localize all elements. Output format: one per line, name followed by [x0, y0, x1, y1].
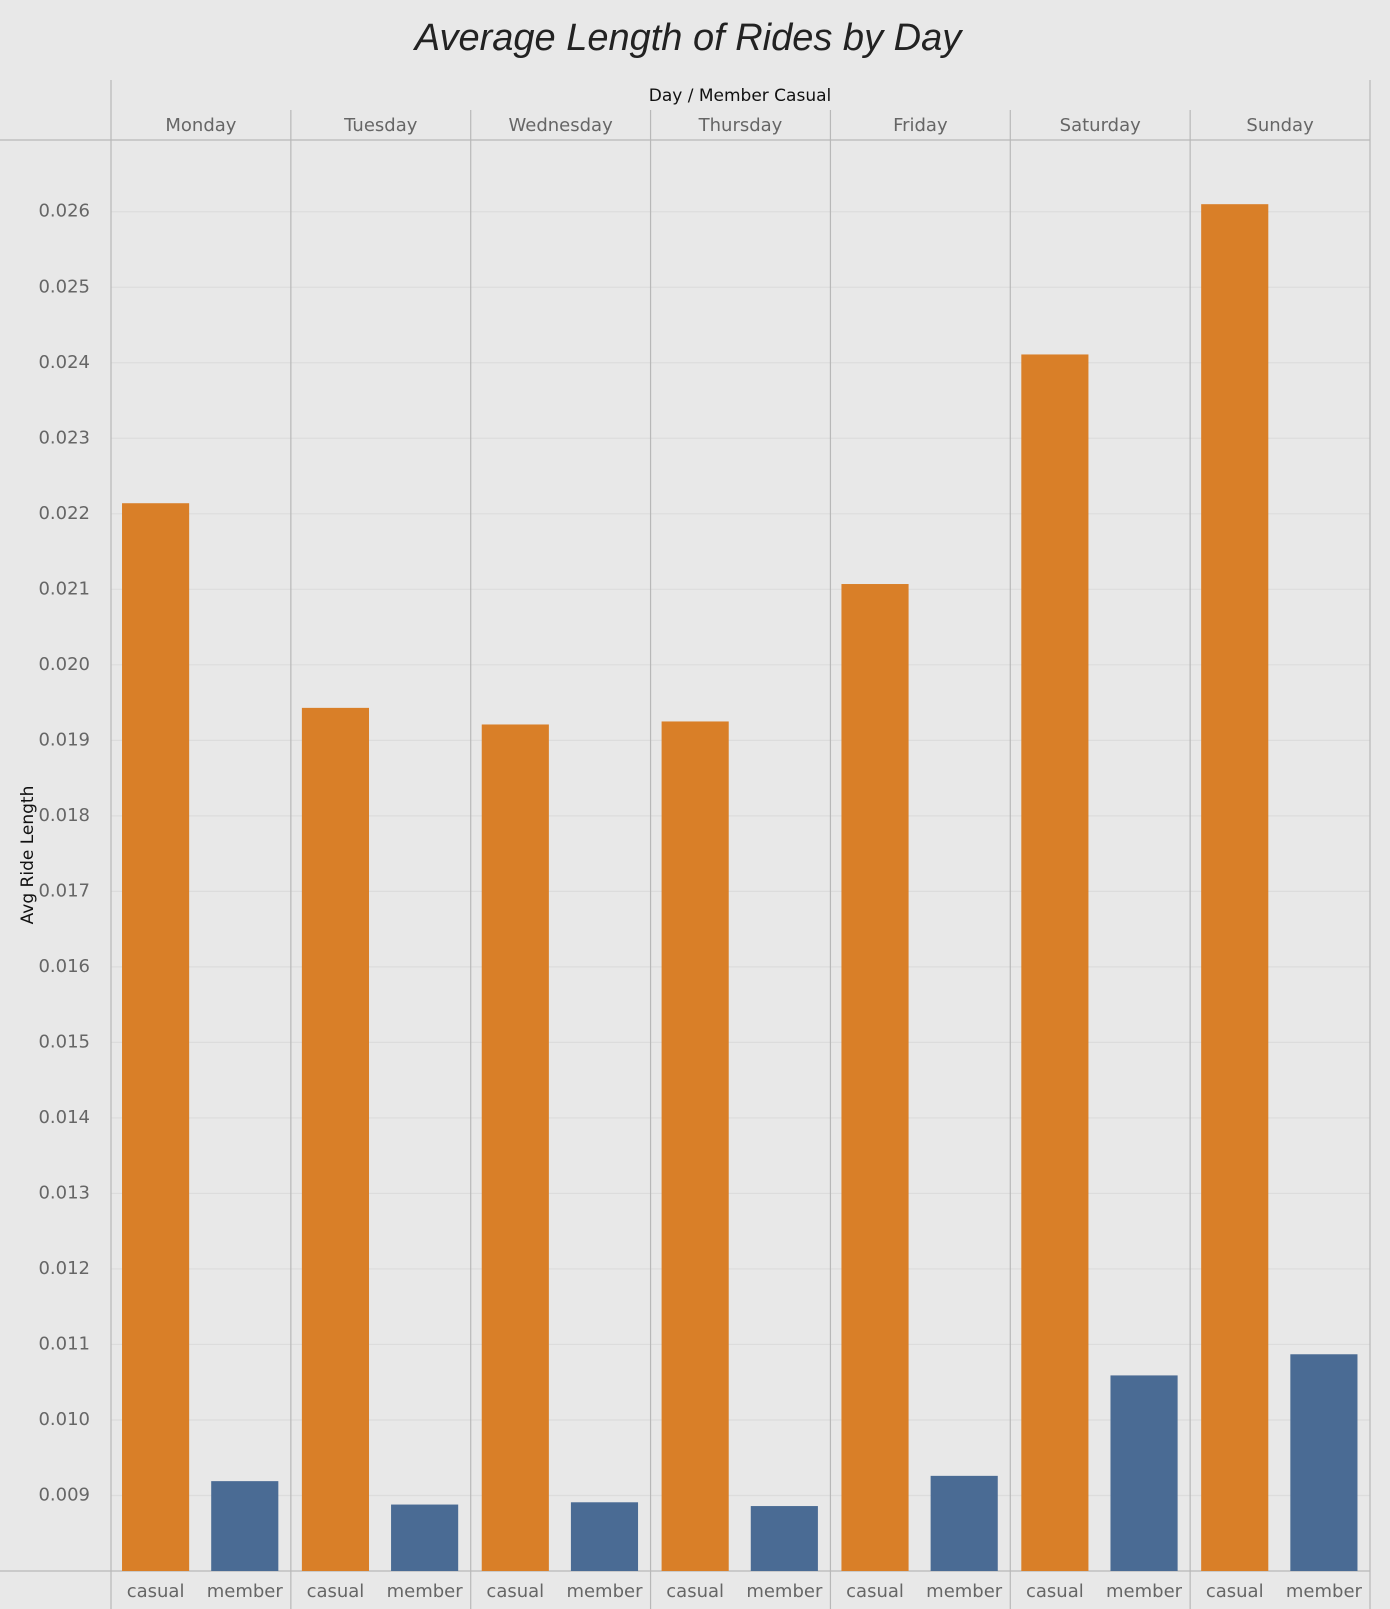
y-tick-label: 0.016	[38, 956, 90, 977]
x-tick-label: casual	[307, 1581, 365, 1602]
x-tick-label: casual	[486, 1581, 544, 1602]
bar	[841, 584, 909, 1571]
y-tick-label: 0.021	[38, 578, 90, 599]
x-tick-label: member	[926, 1581, 1003, 1602]
bar	[211, 1481, 279, 1571]
column-label: Saturday	[1060, 115, 1141, 136]
x-tick-label: member	[1286, 1581, 1363, 1602]
y-tick-label: 0.013	[38, 1182, 90, 1203]
y-tick-label: 0.012	[38, 1258, 90, 1279]
y-tick-label: 0.015	[38, 1031, 90, 1052]
x-tick-label: member	[566, 1581, 643, 1602]
bar	[930, 1475, 998, 1571]
y-tick-label: 0.017	[38, 880, 90, 901]
x-tick-label: casual	[666, 1581, 724, 1602]
y-tick-label: 0.025	[38, 276, 90, 297]
y-axis-label: Avg Ride Length	[18, 786, 38, 925]
column-label: Tuesday	[343, 115, 418, 136]
y-tick-label: 0.019	[38, 729, 90, 750]
column-header: Day / Member Casual	[649, 86, 832, 106]
bar	[661, 721, 729, 1571]
bar	[1290, 1354, 1358, 1571]
column-label: Thursday	[698, 115, 783, 136]
y-tick-label: 0.010	[38, 1409, 90, 1430]
x-tick-label: member	[746, 1581, 823, 1602]
bar	[1021, 354, 1089, 1572]
y-tick-label: 0.026	[38, 201, 90, 222]
x-tick-label: casual	[1206, 1581, 1264, 1602]
bar	[1110, 1375, 1178, 1571]
bar	[750, 1506, 818, 1571]
x-tick-label: member	[387, 1581, 464, 1602]
bar	[391, 1504, 459, 1571]
column-label: Sunday	[1246, 115, 1314, 136]
y-tick-label: 0.014	[38, 1107, 90, 1128]
y-tick-label: 0.024	[38, 352, 90, 373]
x-tick-label: member	[207, 1581, 284, 1602]
y-tick-label: 0.020	[38, 654, 90, 675]
x-tick-label: casual	[1026, 1581, 1084, 1602]
y-tick-label: 0.022	[38, 503, 90, 524]
y-tick-label: 0.023	[38, 427, 90, 448]
bar	[122, 503, 190, 1571]
y-tick-label: 0.011	[38, 1333, 90, 1354]
column-label: Monday	[165, 115, 236, 136]
column-label: Wednesday	[509, 115, 614, 136]
x-tick-label: member	[1106, 1581, 1183, 1602]
column-label: Friday	[893, 115, 948, 136]
bar	[1201, 204, 1269, 1571]
y-tick-label: 0.018	[38, 805, 90, 826]
y-tick-label: 0.009	[38, 1484, 90, 1505]
x-tick-label: casual	[846, 1581, 904, 1602]
bar	[481, 724, 549, 1571]
bar	[301, 707, 370, 1571]
x-tick-label: casual	[127, 1581, 185, 1602]
bar	[570, 1502, 639, 1571]
chart-title: Average Length of Rides by Day	[413, 17, 963, 59]
